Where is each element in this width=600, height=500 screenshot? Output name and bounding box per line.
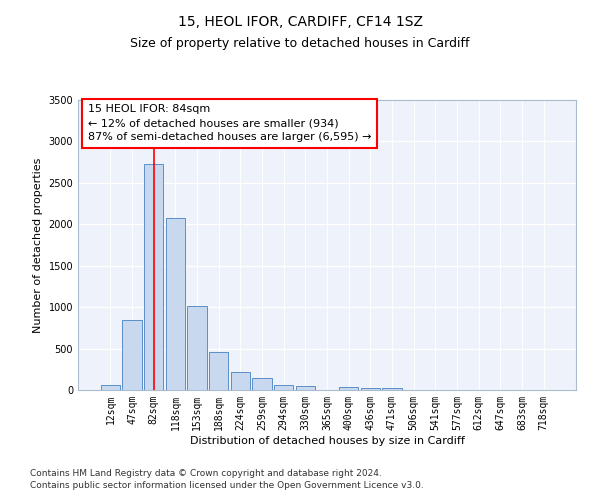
Text: 15 HEOL IFOR: 84sqm
← 12% of detached houses are smaller (934)
87% of semi-detac: 15 HEOL IFOR: 84sqm ← 12% of detached ho…	[88, 104, 371, 142]
Bar	[144, 164, 163, 390]
Bar	[101, 386, 120, 390]
Bar	[166, 218, 185, 390]
Bar	[296, 386, 315, 390]
Bar	[361, 388, 380, 390]
Bar	[122, 320, 142, 390]
X-axis label: Distribution of detached houses by size in Cardiff: Distribution of detached houses by size …	[190, 436, 464, 446]
Bar	[209, 352, 229, 390]
Text: Contains HM Land Registry data © Crown copyright and database right 2024.: Contains HM Land Registry data © Crown c…	[30, 468, 382, 477]
Bar	[230, 372, 250, 390]
Bar	[252, 378, 272, 390]
Y-axis label: Number of detached properties: Number of detached properties	[33, 158, 43, 332]
Text: 15, HEOL IFOR, CARDIFF, CF14 1SZ: 15, HEOL IFOR, CARDIFF, CF14 1SZ	[178, 15, 422, 29]
Bar	[382, 388, 402, 390]
Bar	[274, 385, 293, 390]
Bar	[339, 387, 358, 390]
Bar	[187, 306, 207, 390]
Text: Size of property relative to detached houses in Cardiff: Size of property relative to detached ho…	[130, 38, 470, 51]
Text: Contains public sector information licensed under the Open Government Licence v3: Contains public sector information licen…	[30, 481, 424, 490]
